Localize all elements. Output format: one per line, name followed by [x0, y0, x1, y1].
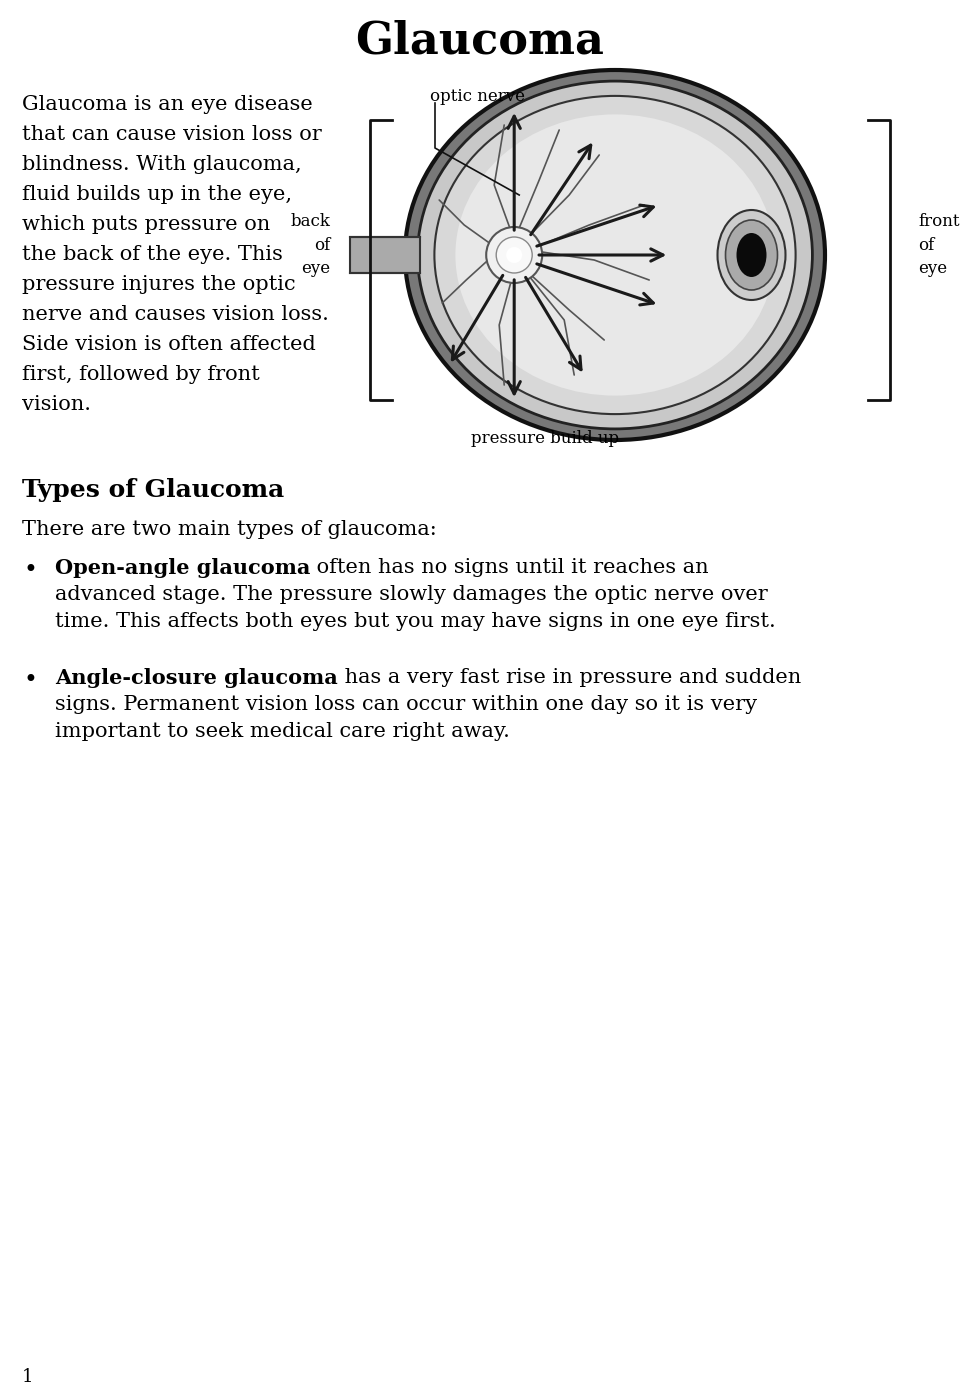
- Text: often has no signs until it reaches an: often has no signs until it reaches an: [310, 558, 709, 577]
- Text: vision.: vision.: [22, 395, 91, 415]
- Text: that can cause vision loss or: that can cause vision loss or: [22, 125, 322, 145]
- Text: pressure injures the optic: pressure injures the optic: [22, 275, 296, 294]
- Ellipse shape: [405, 70, 825, 440]
- Text: back
of
eye: back of eye: [290, 213, 330, 277]
- Text: Angle-closure glaucoma: Angle-closure glaucoma: [55, 668, 338, 689]
- Text: front
of
eye: front of eye: [918, 213, 959, 277]
- Text: Glaucoma: Glaucoma: [355, 19, 605, 63]
- Circle shape: [486, 227, 542, 282]
- Text: has a very fast rise in pressure and sudden: has a very fast rise in pressure and sud…: [338, 668, 801, 687]
- Circle shape: [496, 236, 532, 273]
- Text: which puts pressure on: which puts pressure on: [22, 216, 271, 234]
- Text: optic nerve: optic nerve: [430, 88, 525, 104]
- Text: first, followed by front: first, followed by front: [22, 364, 260, 384]
- Text: advanced stage. The pressure slowly damages the optic nerve over: advanced stage. The pressure slowly dama…: [55, 586, 768, 604]
- Text: blindness. With glaucoma,: blindness. With glaucoma,: [22, 154, 301, 174]
- Circle shape: [506, 248, 522, 263]
- Text: fluid builds up in the eye,: fluid builds up in the eye,: [22, 185, 292, 204]
- Text: There are two main types of glaucoma:: There are two main types of glaucoma:: [22, 520, 437, 538]
- Ellipse shape: [434, 96, 796, 415]
- Text: the back of the eye. This: the back of the eye. This: [22, 245, 283, 264]
- Text: •: •: [23, 558, 36, 581]
- Text: pressure build up: pressure build up: [471, 430, 619, 447]
- Ellipse shape: [717, 210, 785, 300]
- Text: nerve and causes vision loss.: nerve and causes vision loss.: [22, 305, 329, 324]
- Text: signs. Permanent vision loss can occur within one day so it is very: signs. Permanent vision loss can occur w…: [55, 696, 757, 714]
- Ellipse shape: [418, 81, 812, 428]
- Ellipse shape: [736, 234, 766, 277]
- Ellipse shape: [455, 114, 775, 395]
- Text: 1: 1: [22, 1367, 34, 1385]
- Text: Glaucoma is an eye disease: Glaucoma is an eye disease: [22, 95, 313, 114]
- Text: Open-angle glaucoma: Open-angle glaucoma: [55, 558, 310, 579]
- Text: Side vision is often affected: Side vision is often affected: [22, 335, 316, 353]
- Ellipse shape: [726, 220, 778, 289]
- Text: Types of Glaucoma: Types of Glaucoma: [22, 479, 284, 502]
- Text: time. This affects both eyes but you may have signs in one eye first.: time. This affects both eyes but you may…: [55, 612, 776, 632]
- Text: •: •: [23, 668, 36, 691]
- Text: important to seek medical care right away.: important to seek medical care right awa…: [55, 722, 510, 741]
- FancyBboxPatch shape: [350, 236, 420, 273]
